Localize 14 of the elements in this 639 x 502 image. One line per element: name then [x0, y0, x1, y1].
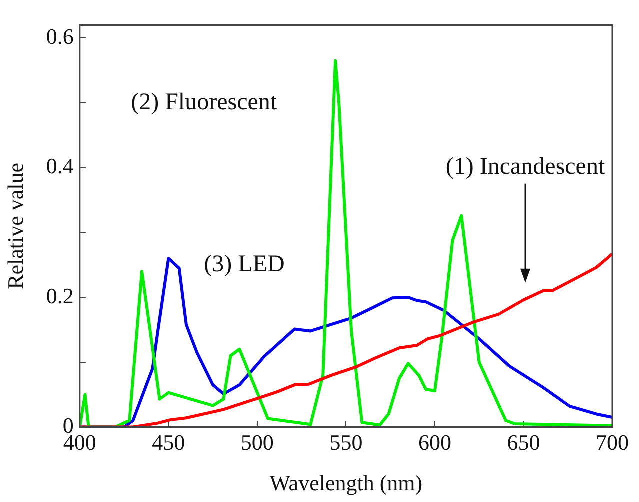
x-axis-title: Wavelength (nm) [270, 470, 423, 496]
x-tick-label: 650 [507, 430, 540, 456]
y-tick-label: 0.2 [46, 283, 74, 308]
y-axis-title: Relative value [2, 162, 28, 290]
x-tick-label: 500 [240, 430, 274, 456]
x-tick-label: 700 [596, 430, 629, 456]
text: (2) Fluorescent [131, 89, 278, 116]
text: (1) Incandescent [446, 154, 606, 180]
x-tick-label: 600 [418, 430, 452, 456]
y-tick-label: 0.4 [46, 154, 74, 179]
y-tick-label: 0.6 [46, 24, 74, 49]
x-tick-label: 550 [330, 430, 363, 456]
x-tick-label: 450 [152, 430, 186, 456]
series-label: (3) LED [204, 251, 285, 278]
